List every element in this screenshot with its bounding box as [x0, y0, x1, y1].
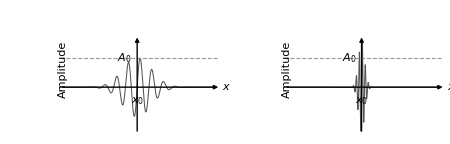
Text: x: x — [447, 82, 450, 92]
Text: Amplitude: Amplitude — [58, 41, 68, 98]
Text: x: x — [222, 82, 229, 92]
Text: Amplitude: Amplitude — [282, 41, 292, 98]
Text: $A_0$: $A_0$ — [117, 51, 132, 65]
Text: $x_0$: $x_0$ — [355, 95, 368, 107]
Text: $A_0$: $A_0$ — [342, 51, 356, 65]
Text: $x_0$: $x_0$ — [130, 95, 144, 107]
